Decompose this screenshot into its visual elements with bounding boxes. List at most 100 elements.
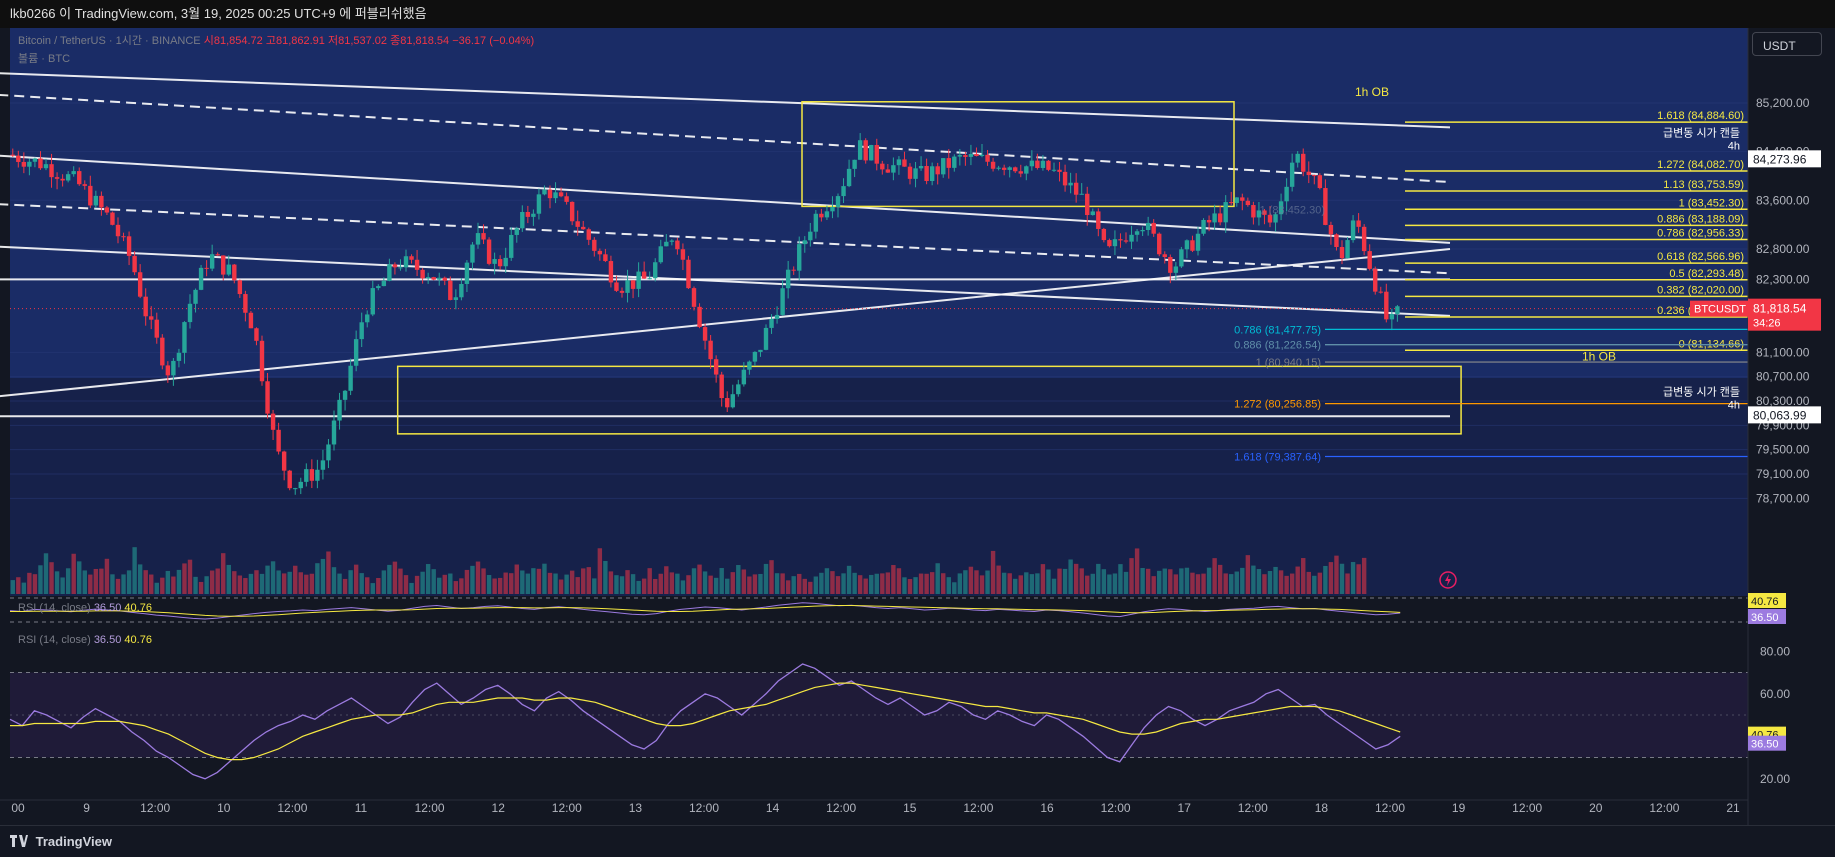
rsi-overlay-line [9, 602, 1401, 620]
candle-body [337, 399, 342, 421]
volume-bar [1234, 571, 1239, 594]
candle-body [747, 361, 752, 370]
rsi-overlay-value: 36.50 [93, 602, 122, 614]
rsi-overlay-legend[interactable]: RSI (14, close) 36.50 40.76 [18, 602, 152, 614]
volume-bar [403, 575, 409, 594]
candle-body [569, 201, 575, 222]
volume-bar [968, 566, 974, 594]
volume-bar [1284, 575, 1289, 594]
rsi-ma-line [10, 682, 1401, 761]
candle-body [326, 444, 331, 461]
candle-body [1101, 228, 1107, 241]
candle-body [808, 231, 813, 241]
volume-overlay-legend[interactable]: 볼륨 · BTC [18, 50, 70, 66]
last-price-countdown: 34:26 [1753, 318, 1781, 330]
change-value: −36.17 (−0.04%) [452, 35, 535, 47]
time-tick-label: 12:00 [140, 801, 170, 815]
volume-bar [254, 570, 259, 594]
volume-bar [204, 576, 209, 594]
volume-bar [1085, 575, 1090, 594]
volume-bar [1312, 575, 1317, 594]
candle-body [1179, 249, 1184, 267]
candle-body [520, 212, 525, 229]
volume-bar [486, 575, 492, 594]
volume-bar [248, 573, 254, 594]
volume-bar [713, 577, 719, 594]
candle-body [697, 306, 702, 328]
fib-level-label: 0.886 (83,188.09) [1657, 213, 1744, 225]
volume-bar [1035, 573, 1040, 594]
candle-body [902, 159, 907, 167]
volume-bar [464, 569, 470, 594]
volume-bar [425, 564, 431, 594]
ext-level-label: 1.272 (80,256.85) [1234, 399, 1321, 411]
candle-body [857, 140, 863, 160]
candle-body [1234, 197, 1239, 203]
time-tick-label: 18 [1315, 801, 1329, 815]
volume-bar [304, 574, 309, 594]
candle-body [924, 166, 929, 181]
candle-body [381, 280, 387, 287]
candle-body [99, 195, 104, 208]
volume-bar [1173, 574, 1179, 594]
volume-bar [171, 576, 176, 594]
fib-level-label: 1.272 (84,082.70) [1657, 159, 1744, 171]
price-tick-label: 78,700.00 [1756, 491, 1810, 505]
candle-body [880, 163, 885, 170]
candle-body [952, 156, 957, 168]
ob-top-label: 1h OB [1355, 85, 1389, 99]
time-tick-label: 00 [11, 801, 25, 815]
volume-bar [952, 582, 957, 594]
volume-bar [1145, 568, 1151, 594]
volume-bar [326, 551, 331, 594]
volume-bar [1356, 564, 1361, 594]
candle-body [630, 280, 636, 289]
volume-bar [636, 580, 641, 594]
candle-body [869, 144, 874, 161]
volume-bar [896, 568, 902, 594]
rsi-overlay-label: RSI (14, close) [18, 602, 91, 614]
volume-bar [143, 570, 148, 594]
candle-body [370, 288, 375, 315]
volume-bar [990, 550, 996, 594]
candle-body [957, 155, 963, 157]
volume-bar [298, 572, 303, 594]
candle-body [1035, 160, 1040, 168]
price-chart[interactable]: 1.618 (84,884.60) 1.272 (84,082.70) 1.13 (… [0, 28, 1835, 825]
candle-body [1007, 167, 1012, 170]
volume-bar [558, 579, 564, 594]
rsi-pane-legend[interactable]: RSI (14, close) 36.50 40.76 [18, 634, 152, 646]
currency-button[interactable]: USDT [1752, 32, 1822, 56]
candle-body [636, 271, 641, 289]
candle-body [592, 239, 597, 251]
candle-body [1289, 162, 1295, 187]
volume-bar [979, 575, 985, 594]
volume-bar [869, 574, 874, 594]
time-tick-label: 9 [83, 801, 90, 815]
volume-bar [1267, 571, 1273, 594]
tradingview-logo[interactable]: TradingView [10, 834, 112, 849]
candle-body [1001, 167, 1007, 170]
volume-bar [758, 573, 763, 594]
candle-body [1157, 233, 1162, 255]
volume-bar [669, 572, 675, 594]
price-tick-label: 79,100.00 [1756, 467, 1810, 481]
volume-bar [309, 573, 315, 594]
price-pane-highlight [10, 28, 1748, 378]
candle-body [470, 244, 475, 263]
volume-bar [221, 553, 226, 594]
price-mark-badge [1748, 150, 1821, 168]
ob-box-bottom [396, 365, 1462, 435]
symbol-name[interactable]: Bitcoin / TetherUS · 1시간 · BINANCE [18, 35, 201, 47]
volume-bar [165, 570, 171, 594]
candle-body [160, 337, 165, 366]
candle-body [1168, 257, 1173, 273]
volume-bar [597, 548, 603, 594]
volume-bar [641, 578, 647, 594]
volume-bar [448, 573, 453, 594]
candle-body [896, 159, 902, 166]
volume-bar [287, 571, 292, 594]
volume-bar [1090, 573, 1095, 594]
candle-body [1057, 169, 1062, 172]
candle-body [1040, 160, 1046, 168]
